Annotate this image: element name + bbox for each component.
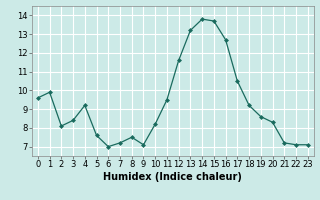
X-axis label: Humidex (Indice chaleur): Humidex (Indice chaleur) <box>103 172 242 182</box>
